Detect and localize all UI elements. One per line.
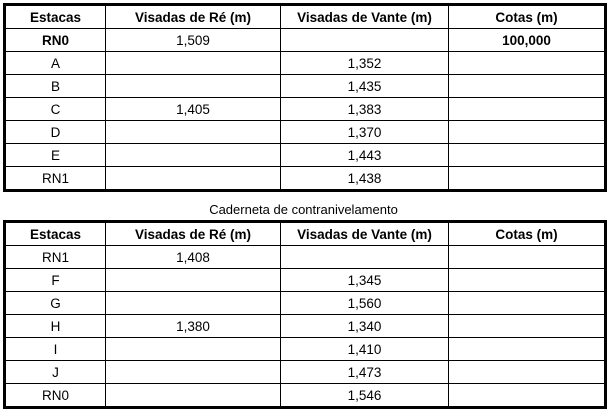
cell-estaca: H bbox=[4, 314, 106, 338]
header-visadas-re: Visadas de Ré (m) bbox=[105, 221, 281, 246]
table-row: RN0 1,546 bbox=[4, 383, 606, 408]
cell-visada-vante: 1,546 bbox=[280, 383, 449, 408]
table-row: G 1,560 bbox=[4, 291, 606, 315]
header-estacas: Estacas bbox=[4, 221, 106, 246]
table-row: E 1,443 bbox=[4, 143, 606, 167]
cell-visada-vante: 1,443 bbox=[280, 143, 449, 167]
contranivelamento-caption: Caderneta de contranivelamento bbox=[209, 202, 398, 217]
cell-visada-re: 1,408 bbox=[105, 245, 281, 269]
cell-visada-vante: 1,340 bbox=[280, 314, 449, 338]
table-row: RN1 1,408 bbox=[4, 245, 606, 269]
cell-cota: 100,000 bbox=[448, 28, 606, 52]
cell-estaca: A bbox=[4, 51, 106, 75]
table-row: J 1,473 bbox=[4, 360, 606, 384]
header-visadas-re: Visadas de Ré (m) bbox=[105, 4, 281, 29]
cell-cota bbox=[448, 51, 606, 75]
cell-visada-re bbox=[105, 360, 281, 384]
cell-estaca: C bbox=[4, 97, 106, 121]
cell-estaca: F bbox=[4, 268, 106, 292]
table-row: D 1,370 bbox=[4, 120, 606, 144]
cell-visada-vante: 1,560 bbox=[280, 291, 449, 315]
cell-visada-vante bbox=[280, 245, 449, 269]
cell-estaca: RN1 bbox=[4, 166, 106, 191]
cell-cota bbox=[448, 97, 606, 121]
header-cotas: Cotas (m) bbox=[448, 221, 606, 246]
contranivelamento-table: Estacas Visadas de Ré (m) Visadas de Van… bbox=[3, 220, 607, 409]
table-row: A 1,352 bbox=[4, 51, 606, 75]
cell-visada-re bbox=[105, 51, 281, 75]
header-visadas-vante: Visadas de Vante (m) bbox=[280, 4, 449, 29]
cell-visada-vante: 1,473 bbox=[280, 360, 449, 384]
cell-visada-re bbox=[105, 166, 281, 191]
cell-visada-vante: 1,383 bbox=[280, 97, 449, 121]
cell-cota bbox=[448, 74, 606, 98]
header-cotas: Cotas (m) bbox=[448, 4, 606, 29]
cell-visada-vante bbox=[280, 28, 449, 52]
cell-cota bbox=[448, 337, 606, 361]
cell-visada-re bbox=[105, 337, 281, 361]
cell-estaca: RN0 bbox=[4, 28, 106, 52]
cell-cota bbox=[448, 360, 606, 384]
cell-cota bbox=[448, 245, 606, 269]
cell-visada-re bbox=[105, 383, 281, 408]
cell-visada-re: 1,509 bbox=[105, 28, 281, 52]
cell-visada-vante: 1,438 bbox=[280, 166, 449, 191]
cell-estaca: RN1 bbox=[4, 245, 106, 269]
cell-cota bbox=[448, 166, 606, 191]
table-row: RN0 1,509 100,000 bbox=[4, 28, 606, 52]
cell-estaca: G bbox=[4, 291, 106, 315]
header-row: Estacas Visadas de Ré (m) Visadas de Van… bbox=[4, 221, 606, 246]
header-visadas-vante: Visadas de Vante (m) bbox=[280, 221, 449, 246]
cell-visada-re bbox=[105, 143, 281, 167]
header-row: Estacas Visadas de Ré (m) Visadas de Van… bbox=[4, 4, 606, 29]
cell-visada-vante: 1,345 bbox=[280, 268, 449, 292]
nivelamento-table: Estacas Visadas de Ré (m) Visadas de Van… bbox=[3, 3, 607, 192]
cell-visada-vante: 1,410 bbox=[280, 337, 449, 361]
cell-estaca: B bbox=[4, 74, 106, 98]
cell-cota bbox=[448, 143, 606, 167]
cell-cota bbox=[448, 291, 606, 315]
table-row: RN1 1,438 bbox=[4, 166, 606, 191]
cell-visada-vante: 1,370 bbox=[280, 120, 449, 144]
table-row: F 1,345 bbox=[4, 268, 606, 292]
cell-visada-re: 1,380 bbox=[105, 314, 281, 338]
cell-visada-re bbox=[105, 120, 281, 144]
cell-visada-re bbox=[105, 74, 281, 98]
cell-estaca: J bbox=[4, 360, 106, 384]
cell-estaca: D bbox=[4, 120, 106, 144]
cell-cota bbox=[448, 120, 606, 144]
cell-visada-vante: 1,352 bbox=[280, 51, 449, 75]
header-estacas: Estacas bbox=[4, 4, 106, 29]
cell-visada-re: 1,405 bbox=[105, 97, 281, 121]
cell-cota bbox=[448, 268, 606, 292]
cell-cota bbox=[448, 314, 606, 338]
cell-visada-vante: 1,435 bbox=[280, 74, 449, 98]
cell-visada-re bbox=[105, 268, 281, 292]
cell-cota bbox=[448, 383, 606, 408]
cell-estaca: I bbox=[4, 337, 106, 361]
table-row: B 1,435 bbox=[4, 74, 606, 98]
table-row: I 1,410 bbox=[4, 337, 606, 361]
table-row: H 1,380 1,340 bbox=[4, 314, 606, 338]
cell-estaca: RN0 bbox=[4, 383, 106, 408]
cell-estaca: E bbox=[4, 143, 106, 167]
cell-visada-re bbox=[105, 291, 281, 315]
table-row: C 1,405 1,383 bbox=[4, 97, 606, 121]
